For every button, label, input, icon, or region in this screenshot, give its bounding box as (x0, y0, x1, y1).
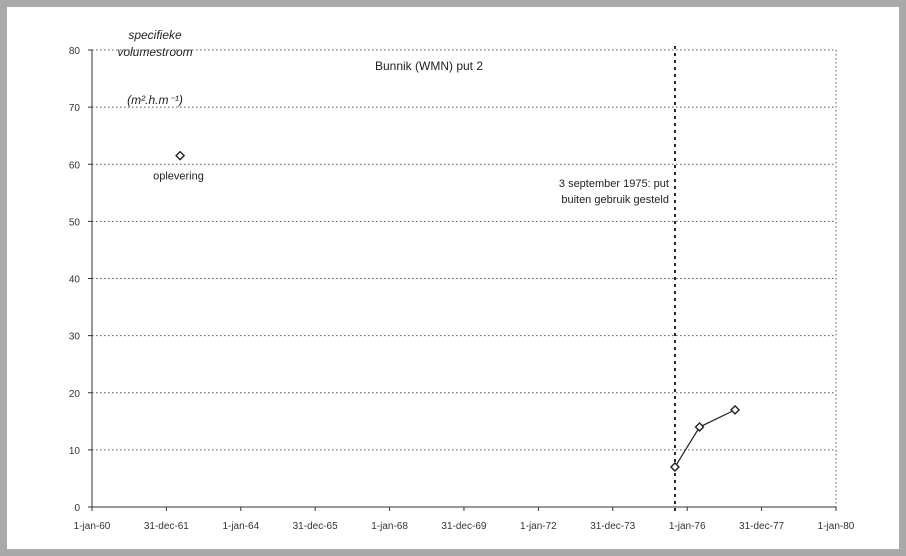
x-tick-label-8: 1-jan-76 (669, 521, 706, 532)
series-0-line (674, 409, 736, 468)
x-tick-label-5: 31-dec-69 (441, 521, 486, 532)
y-tick-label-10: 10 (69, 446, 81, 457)
annotation-put-buiten-gebruik-line-1: 3 september 1975: put (559, 178, 669, 190)
y-tick-label-40: 40 (69, 275, 81, 286)
x-tick-label-1: 31-dec-61 (144, 521, 189, 532)
annotation-oplevering: oplevering (153, 171, 204, 183)
y-axis-label-line-3: (m².h.m⁻¹) (127, 93, 183, 107)
grid-layer (92, 49, 837, 507)
x-tick-label-0: 1-jan-60 (74, 521, 111, 532)
y-tick-label-0: 0 (74, 503, 80, 514)
data-point-0 (175, 150, 186, 161)
data-point-3 (730, 404, 741, 415)
data-point-1 (669, 462, 680, 473)
y-tick-label-60: 60 (69, 160, 81, 171)
x-tick-label-9: 31-dec-77 (739, 521, 784, 532)
y-tick-label-20: 20 (69, 389, 81, 400)
x-tick-label-6: 1-jan-72 (520, 521, 557, 532)
x-tick-label-2: 1-jan-64 (222, 521, 259, 532)
x-tick-label-3: 31-dec-65 (293, 521, 338, 532)
y-axis-label-line-2: volumestroom (117, 45, 192, 59)
y-tick-label-80: 80 (69, 46, 81, 57)
annotation-layer: oplevering 3 september 1975: put buiten ge… (153, 171, 669, 206)
y-tick-label-30: 30 (69, 332, 81, 343)
x-tick-label-10: 1-jan-80 (818, 521, 855, 532)
axis-layer: 0 10 20 30 40 50 60 70 80 1-jan-60 31-dec-61 1-jan-… (69, 46, 855, 532)
x-tick-label-4: 1-jan-68 (371, 521, 408, 532)
y-axis-label-line-1: specifieke (128, 28, 182, 42)
y-tick-label-70: 70 (69, 103, 81, 114)
x-tick-label-7: 31-dec-73 (590, 521, 635, 532)
annotation-put-buiten-gebruik-line-2: buiten gebruik gesteld (561, 194, 669, 206)
chart-title: Bunnik (WMN) put 2 (375, 59, 483, 73)
y-tick-label-50: 50 (69, 217, 81, 228)
data-layer (175, 46, 741, 511)
data-point-2 (694, 422, 705, 433)
